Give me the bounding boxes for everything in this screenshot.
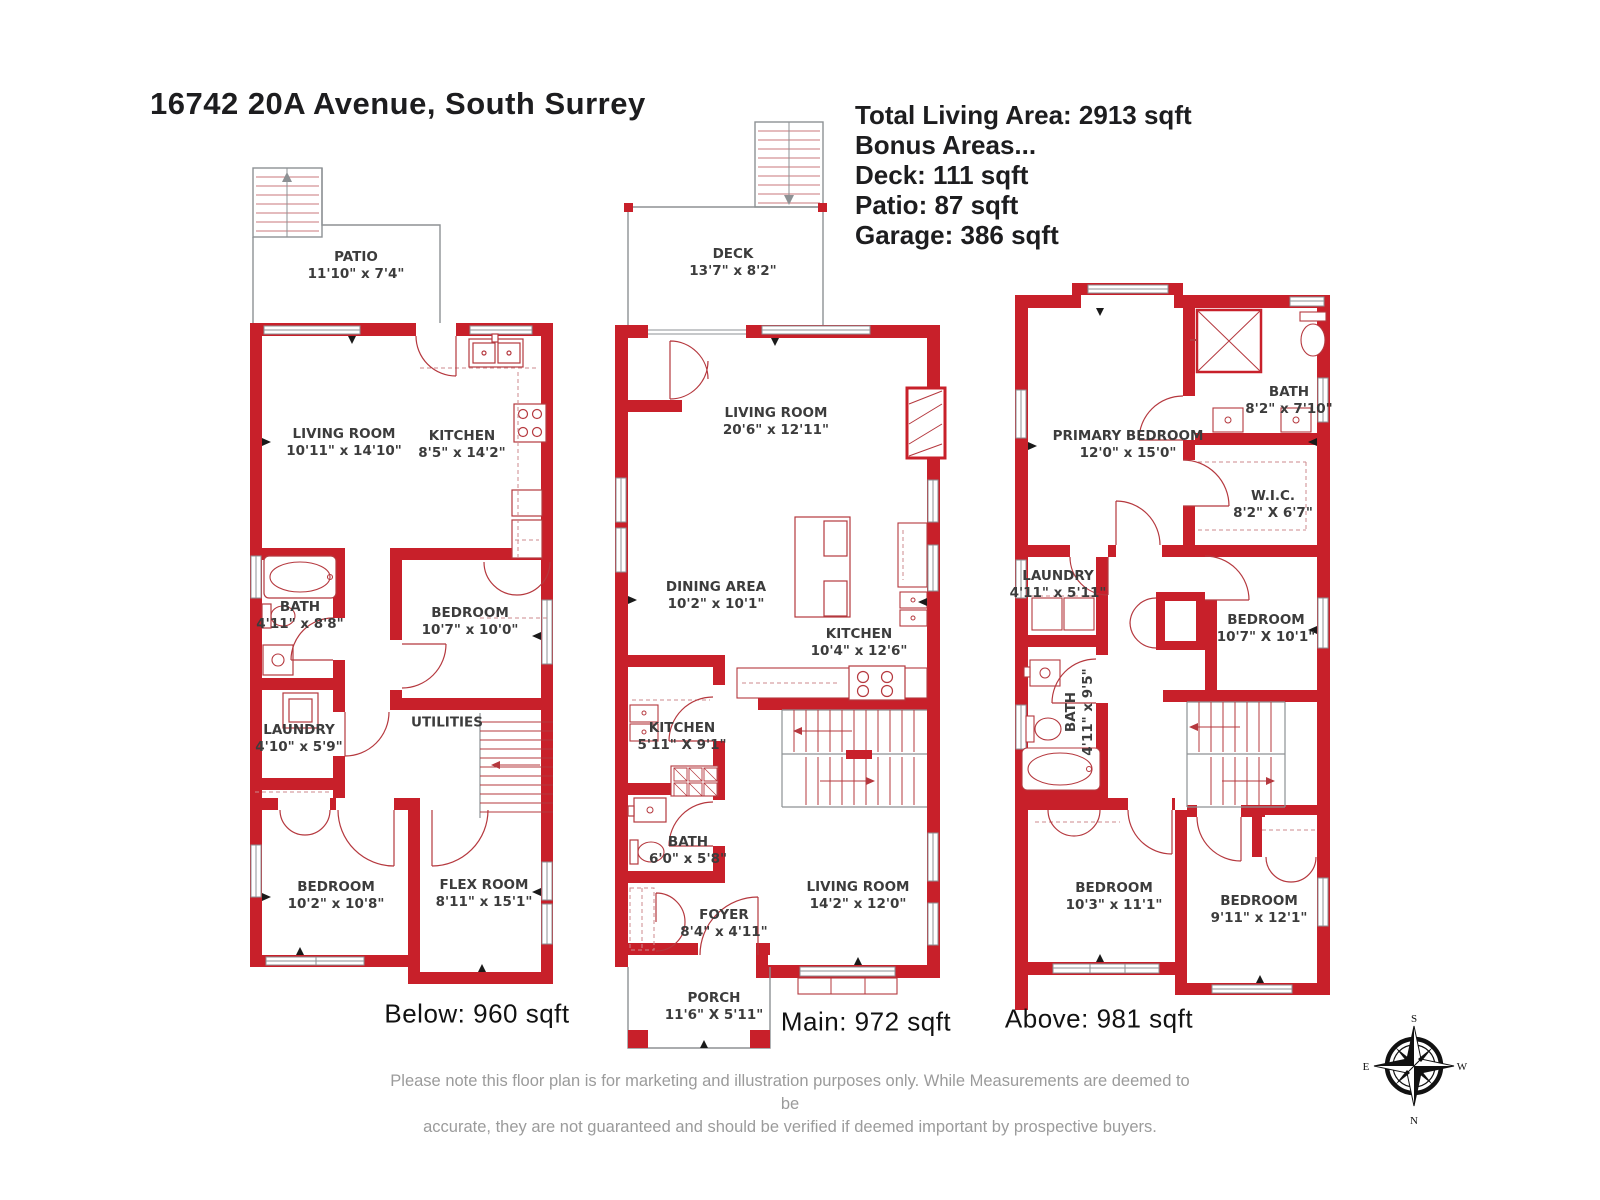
main-plan xyxy=(615,121,947,1049)
above-plan xyxy=(1015,283,1330,1010)
summary-total: Total Living Area: 2913 sqft xyxy=(855,100,1192,130)
disclaimer-line-2: accurate, they are not guaranteed and sh… xyxy=(423,1118,1157,1136)
area-summary: Total Living Area: 2913 sqft Bonus Areas… xyxy=(855,100,1192,250)
room-label-flex-room: FLEX ROOM 8'11" x 15'1" xyxy=(435,877,533,910)
disclaimer-line-1: Please note this floor plan is for marke… xyxy=(390,1072,1190,1113)
room-label-below-bath: BATH 4'11" x 8'8" xyxy=(256,599,344,632)
room-label-laundry-below: LAUNDRY 4'10" x 5'9" xyxy=(255,722,343,755)
room-label-below-kitchen: KITCHEN 8'5" x 14'2" xyxy=(418,428,506,461)
room-label-above-bedroom-2: BEDROOM 10'3" x 11'1" xyxy=(1065,880,1163,913)
below-floor-label: Below: 960 sqft xyxy=(384,998,570,1029)
room-label-below-living-room: LIVING ROOM 10'11" x 14'10" xyxy=(286,426,402,459)
page-title: 16742 20A Avenue, South Surrey xyxy=(150,86,646,121)
compass-icon: S N E W xyxy=(1363,1013,1468,1127)
compass-south-label: S xyxy=(1411,1013,1417,1025)
room-label-dining-area: DINING AREA 10'2" x 10'1" xyxy=(665,579,767,612)
disclaimer: Please note this floor plan is for marke… xyxy=(390,1070,1190,1139)
compass-west-label: W xyxy=(1457,1061,1468,1073)
room-label-main-kitchen: KITCHEN 10'4" x 12'6" xyxy=(810,626,908,659)
room-label-above-bedroom-1: BEDROOM 10'7" X 10'1" xyxy=(1216,612,1316,645)
room-label-deck: DECK 13'7" x 8'2" xyxy=(689,246,777,279)
room-label-laundry-above: LAUNDRY 4'11" x 5'11" xyxy=(1009,568,1107,601)
room-label-main-living-room-2: LIVING ROOM 14'2" x 12'0" xyxy=(806,879,910,912)
room-label-main-bath: BATH 6'0" x 5'8" xyxy=(648,834,728,867)
room-label-below-bedroom-2: BEDROOM 10'2" x 10'8" xyxy=(287,879,385,912)
compass-east-label: E xyxy=(1363,1061,1370,1073)
room-label-below-bedroom-1: BEDROOM 10'7" x 10'0" xyxy=(421,605,519,638)
main-floor-label: Main: 972 sqft xyxy=(780,1006,952,1037)
summary-garage: Garage: 386 sqft xyxy=(855,220,1059,250)
summary-bonus: Bonus Areas... xyxy=(855,130,1037,160)
room-label-primary-bedroom: PRIMARY BEDROOM 12'0" x 15'0" xyxy=(1052,428,1204,461)
room-label-main-living-room-1: LIVING ROOM 20'6" x 12'11" xyxy=(722,405,830,438)
room-label-patio: PATIO 11'10" x 7'4" xyxy=(307,249,405,282)
room-label-spice-kitchen: KITCHEN 5'11" X 9'1" xyxy=(637,720,727,753)
room-label-above-bath-2: BATH 4'11" x 9'5" xyxy=(1063,668,1096,756)
compass-north-label: N xyxy=(1410,1115,1418,1127)
room-label-above-bath-1: BATH 8'2" x 7'10" xyxy=(1245,384,1333,417)
room-label-porch: PORCH 11'6" X 5'11" xyxy=(664,990,764,1023)
summary-deck: Deck: 111 sqft xyxy=(855,160,1029,190)
room-label-foyer: FOYER 8'4" x 4'11" xyxy=(680,907,768,940)
below-plan xyxy=(250,167,553,984)
room-label-utilities: UTILITIES xyxy=(411,714,483,731)
summary-patio: Patio: 87 sqft xyxy=(855,190,1019,220)
room-label-above-bedroom-3: BEDROOM 9'11" x 12'1" xyxy=(1210,893,1308,926)
above-floor-label: Above: 981 sqft xyxy=(1004,1003,1194,1034)
room-label-wic: W.I.C. 8'2" X 6'7" xyxy=(1233,488,1313,521)
